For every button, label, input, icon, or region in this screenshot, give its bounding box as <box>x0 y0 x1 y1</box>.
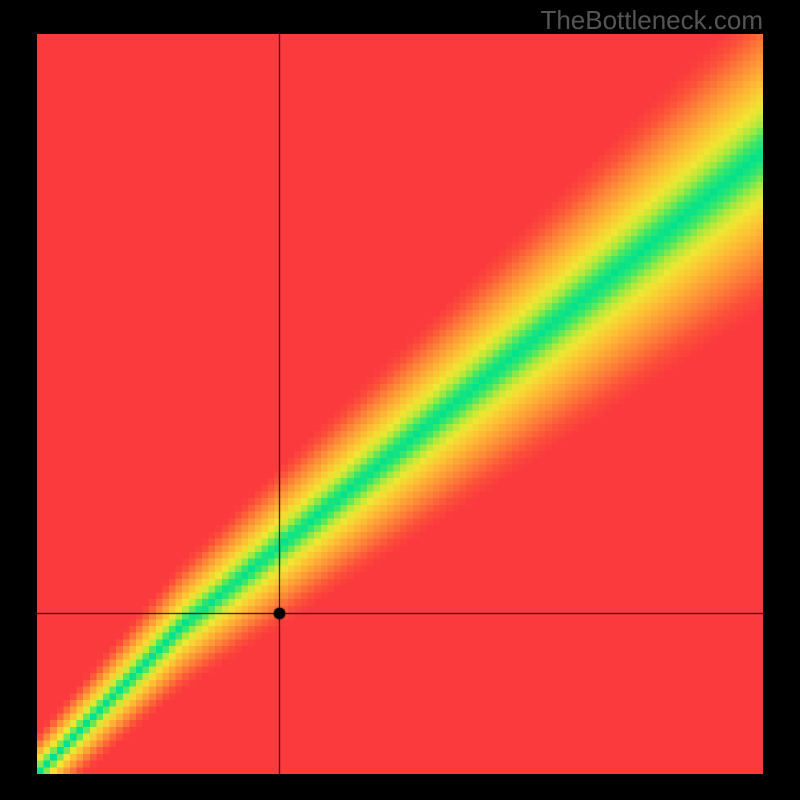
crosshair-overlay <box>37 34 763 774</box>
chart-container: TheBottleneck.com <box>0 0 800 800</box>
watermark-text: TheBottleneck.com <box>540 5 763 36</box>
